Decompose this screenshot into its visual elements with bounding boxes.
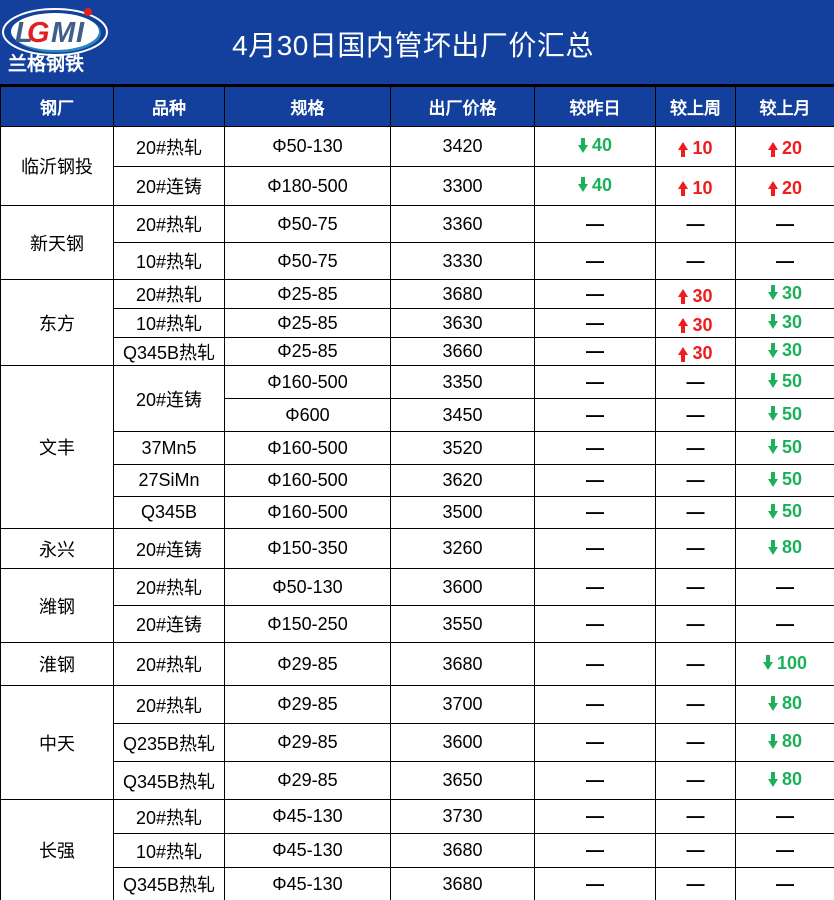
svg-text:G: G: [27, 17, 50, 49]
svg-text:兰格钢铁: 兰格钢铁: [8, 52, 84, 75]
svg-text:I: I: [76, 17, 85, 49]
svg-text:M: M: [51, 17, 76, 49]
